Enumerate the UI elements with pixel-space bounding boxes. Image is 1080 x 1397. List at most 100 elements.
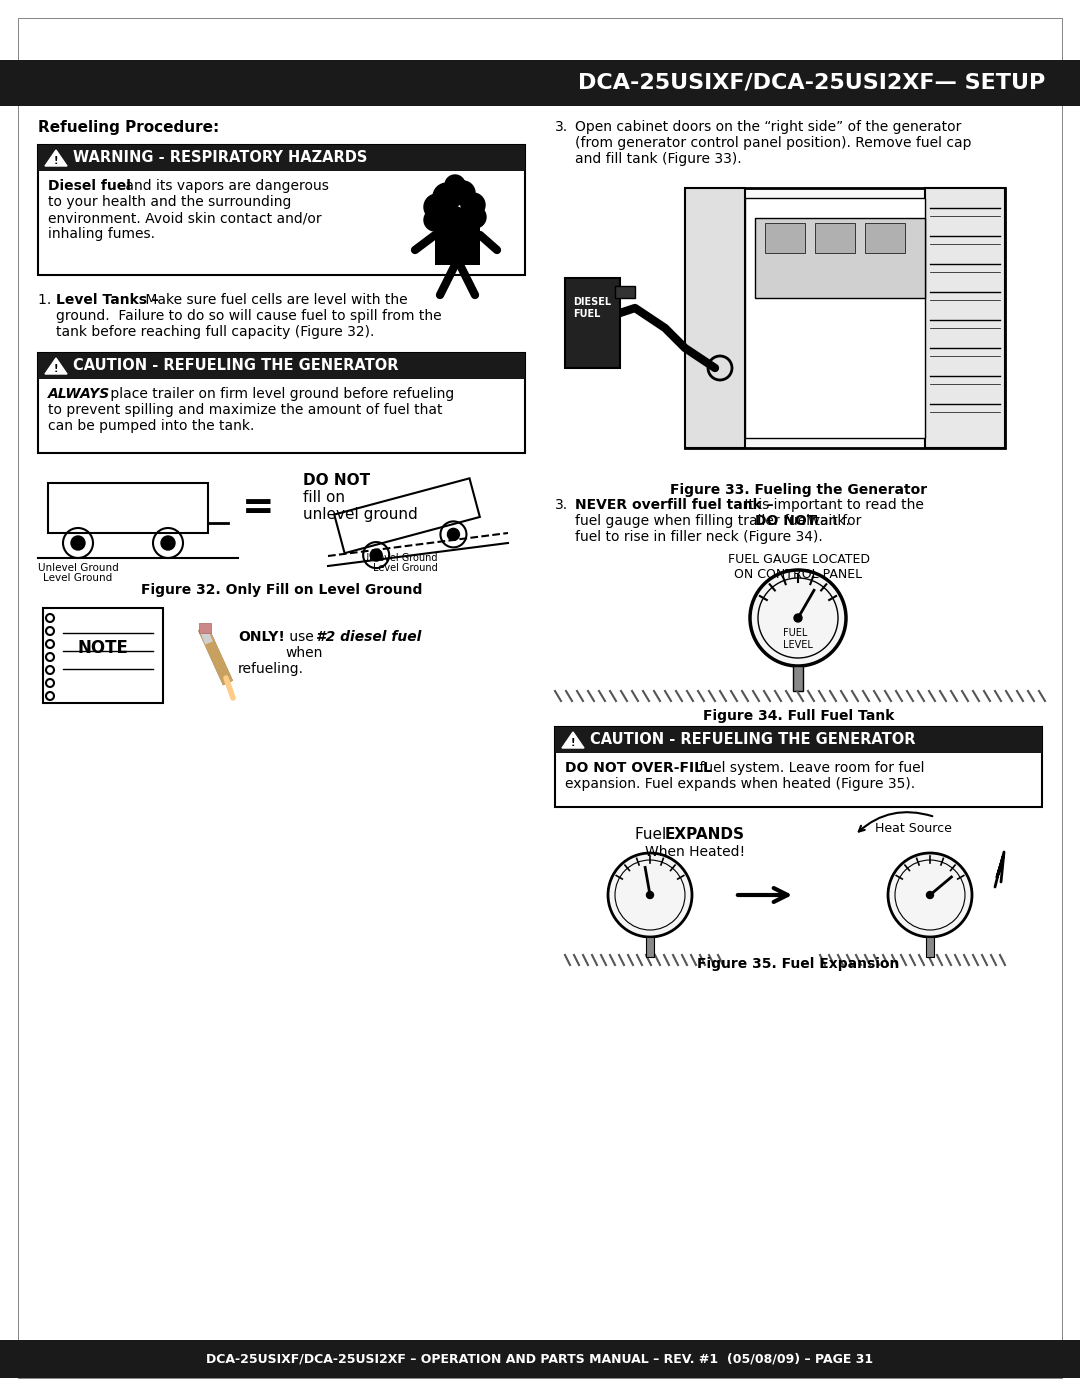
Circle shape [370, 549, 382, 562]
Text: Open cabinet doors on the “right side” of the generator: Open cabinet doors on the “right side” o… [575, 120, 961, 134]
Text: place trailer on firm level ground before refueling: place trailer on firm level ground befor… [106, 387, 455, 401]
Text: Diesel fuel: Diesel fuel [48, 179, 131, 193]
Polygon shape [45, 358, 67, 374]
Text: DCA-25USIXF/DCA-25USI2XF— SETUP: DCA-25USIXF/DCA-25USI2XF— SETUP [578, 73, 1045, 94]
Text: 3.: 3. [555, 497, 568, 511]
Text: Fuel: Fuel [635, 827, 671, 842]
Bar [815, 224, 855, 253]
Text: use: use [285, 630, 319, 644]
Circle shape [927, 891, 933, 898]
Text: inhaling fumes.: inhaling fumes. [48, 226, 156, 242]
Text: environment. Avoid skin contact and/or: environment. Avoid skin contact and/or [48, 211, 322, 225]
Bar [0, 1340, 1080, 1377]
Text: It is important to read the: It is important to read the [740, 497, 923, 511]
Bar [38, 353, 525, 453]
Text: DO NOT: DO NOT [303, 474, 370, 488]
Text: =: = [242, 489, 274, 527]
Bar [685, 189, 1005, 448]
Circle shape [71, 536, 85, 550]
Circle shape [451, 182, 475, 205]
Text: expansion. Fuel expands when heated (Figure 35).: expansion. Fuel expands when heated (Fig… [565, 777, 915, 791]
Bar [555, 726, 1042, 753]
Bar [924, 189, 1005, 448]
Text: DO NOT: DO NOT [755, 514, 816, 528]
Bar [38, 145, 525, 170]
Bar [745, 198, 924, 439]
Text: Unlevel Ground: Unlevel Ground [363, 553, 438, 563]
Text: DCA-25USIXF/DCA-25USI2XF – OPERATION AND PARTS MANUAL – REV. #1  (05/08/09) – PA: DCA-25USIXF/DCA-25USI2XF – OPERATION AND… [206, 1352, 874, 1365]
Bar [38, 145, 525, 275]
Text: fuel system. Leave room for fuel: fuel system. Leave room for fuel [696, 761, 924, 775]
Text: tank before reaching full capacity (Figure 32).: tank before reaching full capacity (Figu… [56, 326, 375, 339]
Text: ON CONTROL PANEL: ON CONTROL PANEL [734, 569, 863, 581]
Text: fuel to rise in filler neck (Figure 34).: fuel to rise in filler neck (Figure 34). [575, 529, 823, 543]
Bar [0, 60, 1080, 106]
Text: !: ! [54, 365, 58, 374]
Text: to your health and the surrounding: to your health and the surrounding [48, 196, 292, 210]
Text: #2 diesel fuel: #2 diesel fuel [316, 630, 421, 644]
Text: ONLY!: ONLY! [238, 630, 285, 644]
Bar [199, 623, 211, 633]
Text: Level Ground: Level Ground [43, 573, 112, 583]
Text: and fill tank (Figure 33).: and fill tank (Figure 33). [575, 152, 742, 166]
Text: refueling.: refueling. [238, 662, 303, 676]
Text: Figure 34. Full Fuel Tank: Figure 34. Full Fuel Tank [703, 710, 894, 724]
Text: when: when [285, 645, 322, 659]
Text: Make sure fuel cells are level with the: Make sure fuel cells are level with the [141, 293, 407, 307]
Text: Refueling Procedure:: Refueling Procedure: [38, 120, 219, 136]
Text: Figure 33. Fueling the Generator: Figure 33. Fueling the Generator [670, 483, 927, 497]
Text: to prevent spilling and maximize the amount of fuel that: to prevent spilling and maximize the amo… [48, 402, 443, 416]
Text: 3.: 3. [555, 120, 568, 134]
Text: wait for: wait for [804, 514, 862, 528]
Text: fuel gauge when filling trailer fuel tank.: fuel gauge when filling trailer fuel tan… [575, 514, 859, 528]
Text: Unlevel Ground: Unlevel Ground [38, 563, 119, 573]
Text: !: ! [570, 738, 576, 747]
Circle shape [750, 570, 846, 666]
Circle shape [445, 175, 465, 196]
Bar [615, 286, 635, 298]
Bar [646, 937, 654, 957]
Text: Level Ground: Level Ground [374, 563, 438, 573]
Text: Figure 32. Only Fill on Level Ground: Figure 32. Only Fill on Level Ground [140, 583, 422, 597]
Circle shape [433, 183, 461, 211]
Text: When Heated!: When Heated! [645, 845, 745, 859]
Text: DIESEL
FUEL: DIESEL FUEL [572, 298, 611, 319]
Text: 1.: 1. [38, 293, 60, 307]
Text: Figure 35. Fuel Expansion: Figure 35. Fuel Expansion [698, 957, 900, 971]
Bar [793, 666, 804, 692]
Text: EXPANDS: EXPANDS [665, 827, 745, 842]
Text: FUEL
LEVEL: FUEL LEVEL [783, 629, 813, 650]
Text: WARNING - RESPIRATORY HAZARDS: WARNING - RESPIRATORY HAZARDS [73, 151, 367, 165]
Circle shape [442, 207, 468, 233]
Text: DO NOT OVER-FILL: DO NOT OVER-FILL [565, 761, 712, 775]
Polygon shape [45, 149, 67, 166]
Text: Level Tanks –: Level Tanks – [56, 293, 159, 307]
Text: fill on: fill on [303, 490, 345, 504]
Circle shape [608, 854, 692, 937]
Bar [565, 278, 620, 367]
Circle shape [461, 193, 485, 217]
Bar [865, 224, 905, 253]
Bar [43, 608, 163, 703]
Circle shape [794, 615, 802, 622]
Bar [926, 937, 934, 957]
Text: ALWAYS: ALWAYS [48, 387, 110, 401]
Text: CAUTION - REFUELING THE GENERATOR: CAUTION - REFUELING THE GENERATOR [590, 732, 916, 747]
Circle shape [888, 854, 972, 937]
Circle shape [647, 891, 653, 898]
Bar [755, 218, 924, 298]
Text: can be pumped into the tank.: can be pumped into the tank. [48, 419, 255, 433]
Text: NEVER overfill fuel tank –: NEVER overfill fuel tank – [575, 497, 773, 511]
Circle shape [464, 205, 486, 228]
Text: unlevel ground: unlevel ground [303, 507, 418, 522]
Text: (from generator control panel position). Remove fuel cap: (from generator control panel position).… [575, 136, 972, 149]
Circle shape [424, 210, 446, 231]
Bar [685, 189, 745, 448]
Text: ground.  Failure to do so will cause fuel to spill from the: ground. Failure to do so will cause fuel… [56, 309, 442, 323]
Circle shape [161, 536, 175, 550]
Text: NOTE: NOTE [78, 638, 129, 657]
Polygon shape [435, 225, 480, 265]
Circle shape [450, 180, 470, 200]
Bar [555, 726, 1042, 807]
Text: Heat Source: Heat Source [875, 821, 951, 835]
